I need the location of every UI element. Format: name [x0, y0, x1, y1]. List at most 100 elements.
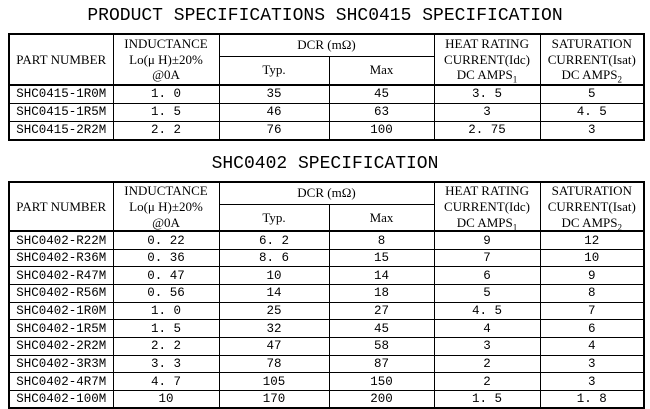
value-cell: 14: [328, 266, 435, 286]
header-line: SATURATION: [551, 182, 632, 198]
header-line: CURRENT(Isat): [547, 51, 636, 67]
subscript: 2: [617, 222, 623, 232]
value-cell: 58: [328, 337, 435, 356]
value-cell: 8: [328, 230, 435, 250]
table-row: SHC0415-2R2M 2. 2 76 100 2. 75 3: [8, 121, 645, 141]
spec-table-shc0402: PART NUMBER INDUCTANCE Lo(μ H)±20% @0A D…: [8, 180, 646, 409]
value-cell: 8. 6: [218, 248, 330, 268]
header-row-sub: Typ. Max: [9, 55, 644, 86]
header-line: CURRENT(Idc): [444, 198, 530, 214]
col-header-dcr: DCR (mΩ): [218, 181, 435, 205]
value-cell: 7: [539, 301, 645, 321]
col-header-typ: Typ.: [218, 203, 330, 232]
col-header-heat-rating: HEAT RATING CURRENT(Idc) DC AMPS1: [433, 33, 541, 86]
table-row: SHC0402-4R7M 4. 7 105 150 2 3: [8, 372, 645, 392]
header-row-group: PART NUMBER INDUCTANCE Lo(μ H)±20% @0A D…: [8, 181, 645, 232]
table-row: SHC0402-100M 10 170 200 1. 5 1. 8: [8, 390, 645, 409]
value-cell: 76: [218, 121, 330, 141]
col-header-part-number: PART NUMBER: [8, 33, 114, 86]
value-cell: 35: [218, 84, 330, 104]
table-row: SHC0402-2R2M 2. 2 47 58 3 4: [8, 337, 645, 356]
value-cell: 10: [539, 248, 645, 268]
table-row: SHC0415-1R5M 1. 5 46 63 3 4. 5: [8, 102, 645, 123]
value-cell: 100: [328, 121, 435, 141]
value-cell: 1. 5: [433, 390, 541, 409]
value-cell: 6: [539, 319, 645, 339]
value-cell: 4. 7: [112, 372, 220, 392]
spec-table-shc0415: PART NUMBER INDUCTANCE Lo(μ H)±20% @0A D…: [8, 33, 646, 141]
subscript: 1: [512, 75, 518, 85]
part-number-cell: SHC0402-R47M: [8, 266, 114, 286]
value-cell: 200: [328, 390, 435, 409]
value-cell: 2. 2: [112, 337, 220, 356]
table-row: SHC0402-R36M 0. 36 8. 6 15 7 10: [8, 248, 645, 268]
value-cell: 0. 22: [112, 230, 220, 250]
value-cell: 18: [328, 284, 435, 303]
value-cell: 3: [539, 372, 645, 392]
value-cell: 0. 47: [112, 266, 220, 286]
col-header-saturation: SATURATION CURRENT(Isat) DC AMPS2: [539, 181, 645, 232]
table-header: PART NUMBER INDUCTANCE Lo(μ H)±20% @0A D…: [8, 181, 645, 232]
value-cell: 2. 2: [112, 121, 220, 141]
value-cell: 0. 56: [112, 284, 220, 303]
value-cell: 15: [328, 248, 435, 268]
value-cell: 3: [539, 121, 645, 141]
value-cell: 2. 75: [433, 121, 541, 141]
header-line: @0A: [152, 67, 180, 83]
value-cell: 47: [218, 337, 330, 356]
header-line: Lo(μ H)±20%: [129, 51, 203, 67]
value-cell: 25: [218, 301, 330, 321]
section-shc0402: SHC0402 SPECIFICATION PART NUMBER INDUCT…: [0, 154, 650, 409]
table-body-shc0402: SHC0402-R22M 0. 22 6. 2 8 9 12 SHC0402-R36M 0. …: [8, 230, 645, 409]
header-line: DC AMPS2: [561, 67, 623, 85]
table-header: PART NUMBER INDUCTANCE Lo(μ H)±20% @0A D…: [8, 33, 645, 86]
col-header-dcr: DCR (mΩ): [218, 33, 435, 57]
col-header-saturation: SATURATION CURRENT(Isat) DC AMPS2: [539, 33, 645, 86]
value-cell: 4. 5: [539, 102, 645, 123]
value-cell: 150: [328, 372, 435, 392]
header-line: DC AMPS2: [561, 214, 623, 232]
col-header-inductance: INDUCTANCE Lo(μ H)±20% @0A: [112, 181, 220, 232]
value-cell: 10: [218, 266, 330, 286]
part-number-cell: SHC0402-4R7M: [8, 372, 114, 392]
col-header-inductance: INDUCTANCE Lo(μ H)±20% @0A: [112, 33, 220, 86]
header-row-sub: Typ. Max: [9, 203, 644, 232]
part-number-cell: SHC0402-R56M: [8, 284, 114, 303]
part-number-cell: SHC0402-3R3M: [8, 354, 114, 374]
part-number-cell: SHC0402-1R5M: [8, 319, 114, 339]
value-cell: 2: [433, 354, 541, 374]
part-number-cell: SHC0402-100M: [8, 390, 114, 409]
col-header-max: Max: [328, 203, 435, 232]
part-number-cell: SHC0415-1R0M: [8, 84, 114, 104]
part-number-cell: SHC0415-1R5M: [8, 102, 114, 123]
part-number-cell: SHC0402-2R2M: [8, 337, 114, 356]
part-number-cell: SHC0415-2R2M: [8, 121, 114, 141]
value-cell: 1. 0: [112, 301, 220, 321]
header-line: SATURATION: [551, 35, 632, 51]
value-cell: 4: [433, 319, 541, 339]
value-cell: 87: [328, 354, 435, 374]
value-cell: 45: [328, 319, 435, 339]
header-line: DC AMPS1: [456, 67, 518, 85]
value-cell: 1. 5: [112, 319, 220, 339]
header-line: HEAT RATING: [445, 182, 529, 198]
value-cell: 6. 2: [218, 230, 330, 250]
header-line: INDUCTANCE: [124, 182, 208, 198]
header-line: HEAT RATING: [445, 35, 529, 51]
value-cell: 14: [218, 284, 330, 303]
subscript: 1: [512, 222, 518, 232]
col-header-max: Max: [328, 55, 435, 86]
value-cell: 3. 3: [112, 354, 220, 374]
col-header-heat-rating: HEAT RATING CURRENT(Idc) DC AMPS1: [433, 181, 541, 232]
value-cell: 0. 36: [112, 248, 220, 268]
header-line: @0A: [152, 214, 180, 230]
col-header-part-number: PART NUMBER: [8, 181, 114, 232]
value-cell: 32: [218, 319, 330, 339]
value-cell: 7: [433, 248, 541, 268]
value-cell: 105: [218, 372, 330, 392]
value-cell: 8: [539, 284, 645, 303]
value-cell: 5: [539, 84, 645, 104]
value-cell: 12: [539, 230, 645, 250]
